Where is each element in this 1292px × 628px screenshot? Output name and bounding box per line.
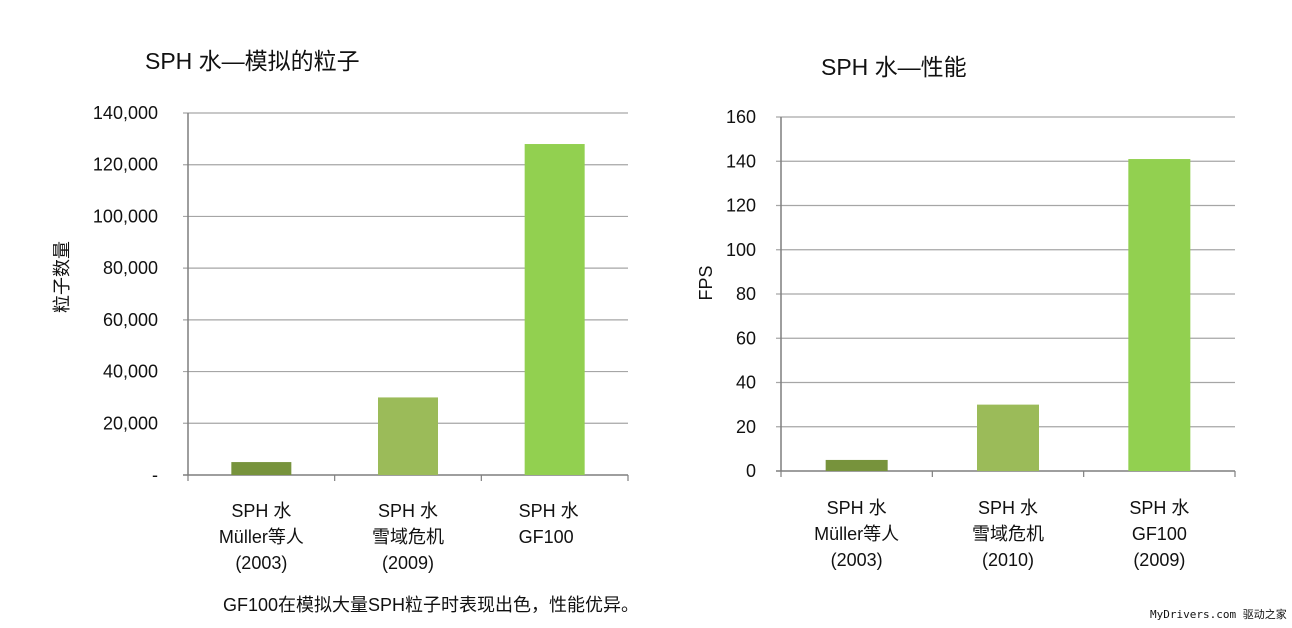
y-tick-label: 20 [736,417,756,437]
y-tick-label: 140 [726,151,756,171]
y-tick-label: 60 [736,328,756,348]
y-tick-label: 0 [746,461,756,481]
bar [1128,159,1191,471]
y-tick-label: 120,000 [93,155,158,175]
x-tick-label: (2003) [235,553,287,573]
x-tick-label: SPH 水 [519,501,579,521]
y-tick-label: 160 [726,107,756,127]
y-tick-label: 140,000 [93,103,158,123]
y-tick-label: 80,000 [103,258,158,278]
y-tick-label: 60,000 [103,310,158,330]
x-tick-label: (2009) [1133,550,1185,570]
caption: GF100在模拟大量SPH粒子时表现出色，性能优异。 [223,595,639,615]
y-axis-label: FPS [696,265,716,300]
bar [825,459,888,471]
y-tick-label: 80 [736,284,756,304]
y-tick-label: 40 [736,373,756,393]
y-tick-label: 120 [726,196,756,216]
bar [524,144,585,475]
chart-title: SPH 水—模拟的粒子 [145,48,360,74]
x-tick-label: SPH 水 [1129,498,1189,518]
bar [378,397,438,475]
x-tick-label: 雪域危机 [972,524,1044,544]
y-tick-label: - [152,465,158,485]
y-tick-label: 20,000 [103,413,158,433]
x-tick-label: SPH 水 [231,501,291,521]
x-tick-label: GF100 [519,527,574,547]
watermark: MyDrivers.com 驱动之家 [1150,607,1287,621]
x-tick-label: (2009) [382,553,434,573]
x-tick-label: Müller等人 [814,524,899,544]
chart-title: SPH 水—性能 [821,54,967,80]
y-tick-label: 40,000 [103,362,158,382]
y-axis-label: 粒子数量 [52,241,72,313]
left-chart-particles: SPH 水—模拟的粒子 粒子数量 - 20,000 40,000 60,000 80,0… [52,48,629,573]
bar [977,404,1039,471]
y-tick-label: 100 [726,240,756,260]
x-tick-label: Müller等人 [219,527,304,547]
y-tick-label: 100,000 [93,206,158,226]
x-tick-label: SPH 水 [978,498,1038,518]
bar [231,462,292,475]
right-chart-fps: SPH 水—性能 FPS 0 20 40 60 80 100 120 140 160 SPH 水 M… [696,54,1236,570]
x-tick-label: SPH 水 [827,498,887,518]
x-tick-label: SPH 水 [378,501,438,521]
x-tick-label: (2003) [831,550,883,570]
x-tick-label: (2010) [982,550,1034,570]
x-tick-label: GF100 [1132,524,1187,544]
x-tick-label: 雪域危机 [372,527,444,547]
